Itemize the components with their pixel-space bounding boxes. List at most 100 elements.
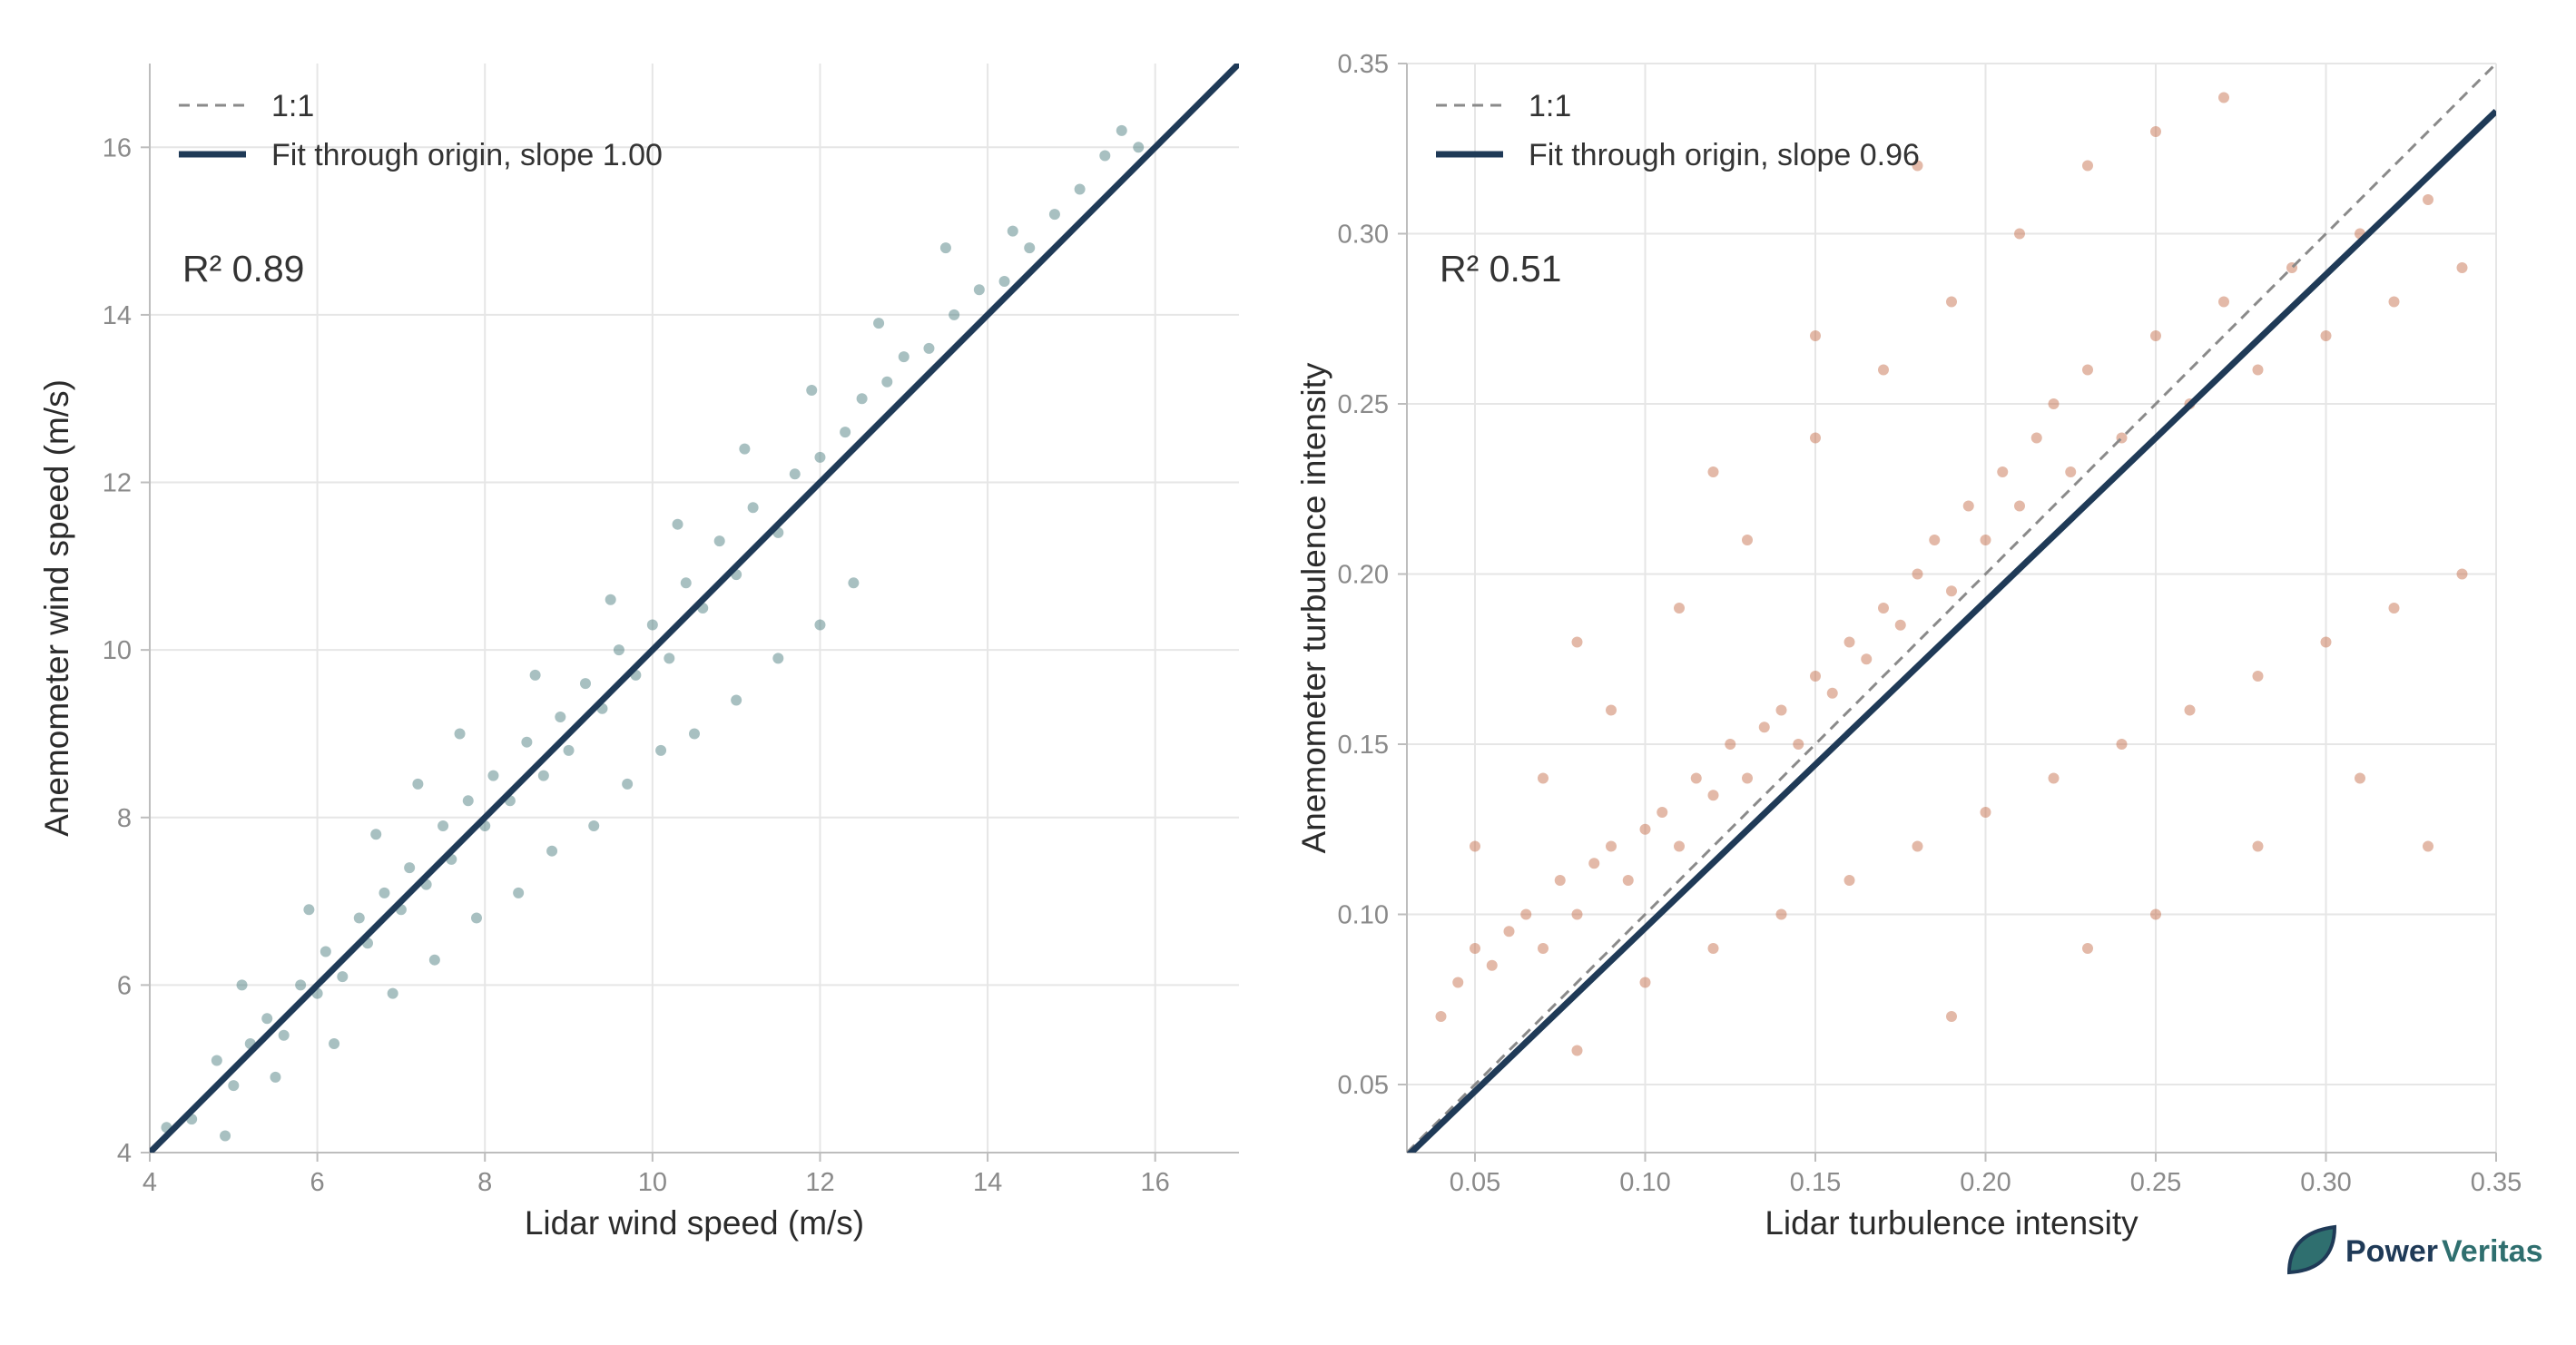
r2-annotation: R² 0.89 — [182, 248, 304, 290]
data-point — [379, 887, 390, 898]
data-point — [840, 427, 851, 438]
data-point — [1997, 466, 2009, 477]
data-point — [806, 385, 818, 396]
data-point — [487, 770, 499, 781]
x-tick-label: 8 — [477, 1168, 492, 1197]
y-tick-label: 12 — [103, 469, 132, 498]
data-point — [949, 309, 960, 320]
leaf-logo-icon — [2286, 1224, 2337, 1275]
data-point — [1962, 500, 1974, 512]
data-point — [1024, 242, 1036, 254]
data-point — [1554, 875, 1566, 886]
data-point — [664, 653, 675, 664]
data-point — [471, 912, 482, 924]
y-axis-title: Anemometer wind speed (m/s) — [38, 379, 75, 837]
data-point — [462, 795, 474, 807]
y-tick-label: 0.30 — [1338, 221, 1389, 250]
data-point — [1742, 535, 1753, 545]
fit-line — [150, 64, 1239, 1153]
data-point — [546, 845, 558, 857]
x-tick-label: 4 — [143, 1168, 157, 1197]
x-axis-title: Lidar turbulence intensity — [1765, 1204, 2138, 1242]
y-tick-label: 6 — [117, 971, 132, 1000]
data-point — [731, 694, 742, 706]
data-point — [1639, 823, 1651, 835]
data-point — [1912, 840, 1923, 852]
data-point — [739, 443, 751, 455]
data-point — [563, 744, 575, 756]
x-tick-label: 0.30 — [2300, 1168, 2351, 1197]
data-point — [270, 1071, 281, 1083]
data-point — [1435, 1011, 1447, 1022]
data-point — [2082, 943, 2093, 954]
data-point — [2082, 160, 2093, 172]
legend-label-identity: 1:1 — [1529, 89, 1571, 123]
data-point — [1980, 807, 1991, 818]
data-point — [772, 653, 784, 664]
y-tick-label: 8 — [117, 804, 132, 833]
brand-name-part2: Veritas — [2442, 1234, 2543, 1269]
data-point — [789, 468, 801, 480]
data-point — [1007, 225, 1018, 237]
panel-turbulence-intensity: 0.05 0.10 0.15 0.20 0.25 0.30 0.35 0.05 0.10 0.15… — [1295, 50, 2522, 1242]
data-point — [2150, 330, 2161, 341]
x-tick-label: 10 — [638, 1168, 667, 1197]
data-point — [412, 778, 424, 790]
data-point — [2252, 671, 2264, 682]
data-point — [2388, 603, 2400, 614]
y-tick-label: 14 — [103, 301, 132, 330]
data-point — [973, 284, 985, 296]
data-point — [1486, 959, 1498, 971]
data-point — [521, 736, 533, 748]
data-point — [2150, 126, 2161, 137]
legend-label-fit: Fit through origin, slope 1.00 — [271, 138, 663, 172]
x-tick-label: 0.05 — [1450, 1168, 1500, 1197]
data-point — [680, 577, 692, 589]
data-point — [814, 619, 826, 631]
data-point — [1690, 772, 1702, 784]
data-point — [1674, 603, 1685, 614]
data-point — [2423, 840, 2433, 852]
identity-line — [1407, 64, 2496, 1153]
data-point — [2456, 262, 2468, 273]
x-tick-label: 12 — [805, 1168, 834, 1197]
scatter-points — [161, 124, 1145, 1142]
data-point — [295, 979, 307, 991]
data-point — [873, 318, 885, 329]
scatter-points — [1435, 92, 2468, 1056]
data-point — [1707, 466, 1719, 477]
data-point — [1520, 908, 1532, 920]
data-point — [998, 276, 1010, 287]
legend-label-identity: 1:1 — [271, 89, 314, 123]
data-point — [2014, 500, 2025, 512]
y-tick-label: 4 — [117, 1139, 132, 1168]
data-point — [438, 820, 449, 831]
data-point — [1571, 636, 1583, 648]
data-point — [622, 778, 634, 790]
y-tick-label: 10 — [103, 636, 132, 665]
data-point — [2218, 296, 2229, 308]
y-tick-label: 0.10 — [1338, 901, 1389, 930]
data-point — [1946, 585, 1957, 597]
data-point — [1810, 330, 1821, 341]
data-point — [2150, 908, 2161, 920]
data-point — [2082, 364, 2093, 376]
data-point — [1571, 908, 1583, 920]
x-tick-label: 0.20 — [1960, 1168, 2011, 1197]
data-point — [605, 594, 616, 605]
data-point — [1929, 535, 1941, 545]
x-tick-label: 16 — [1141, 1168, 1170, 1197]
data-point — [713, 535, 725, 547]
data-point — [881, 376, 893, 388]
x-tick-label: 0.25 — [2130, 1168, 2181, 1197]
data-point — [1639, 977, 1651, 988]
data-point — [923, 342, 935, 354]
data-point — [1912, 568, 1923, 580]
data-point — [1116, 124, 1127, 136]
data-point — [428, 954, 440, 966]
y-tick-label: 0.05 — [1338, 1071, 1389, 1100]
brand-logo: Power Veritas — [2286, 1224, 2543, 1275]
x-tick-label: 6 — [310, 1168, 325, 1197]
data-point — [1707, 943, 1719, 954]
